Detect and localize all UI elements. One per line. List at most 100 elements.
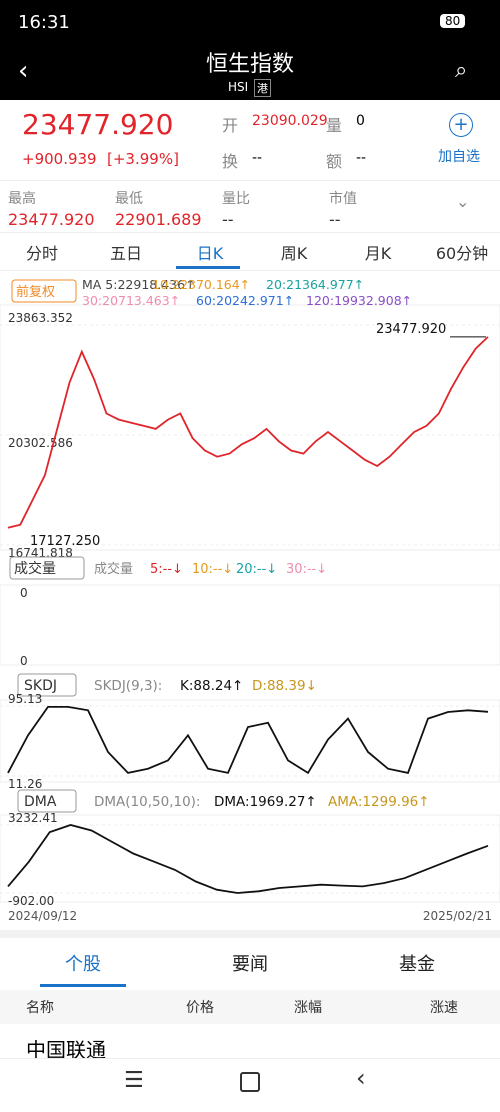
y-tick-label: 20302.586 <box>8 436 73 450</box>
th[interactable]: 涨幅 <box>294 1000 322 1016</box>
expand[interactable]: ⌄ <box>456 192 470 211</box>
pct: [+3.99%] <box>107 150 179 168</box>
title: 恒生指数 <box>205 52 294 77</box>
stat-label: 市值 <box>329 191 357 207</box>
nav-bar <box>0 1058 500 1112</box>
selector <box>17 789 77 813</box>
label: 额 <box>326 152 343 171</box>
indicator-item: DMA:1969.27↑ <box>214 794 317 810</box>
tab-indicator <box>176 266 240 269</box>
top-bar <box>0 0 500 100</box>
stat-label: 最低 <box>115 191 143 207</box>
label: 换 <box>222 152 239 171</box>
tab[interactable]: 日K <box>196 244 224 263</box>
panel-frame <box>0 304 500 551</box>
tab[interactable]: 分时 <box>25 244 58 263</box>
stat-label: 最高 <box>8 191 36 207</box>
indicator-item: D:88.39↓ <box>252 678 317 694</box>
ma-item: 20:21364.977↑ <box>266 277 364 292</box>
vol-item: 30:--↓ <box>286 562 327 577</box>
open: 23090.029 <box>252 113 328 129</box>
panel-frame <box>0 814 500 903</box>
indicator-item: SKDJ(9,3): <box>94 678 162 694</box>
y-tick-label: 0 <box>20 654 28 668</box>
divider <box>0 232 500 233</box>
time: 16:31 <box>18 12 70 33</box>
panel-frame <box>0 699 500 783</box>
stat-value: -- <box>222 210 234 229</box>
divider <box>0 270 500 271</box>
note: 17127.250 <box>30 534 100 549</box>
ma-item: MA 5:22918.436↑ <box>82 277 196 292</box>
nav-home[interactable] <box>240 1072 260 1092</box>
watch[interactable]: 加自选 <box>438 149 480 165</box>
date: 2024/09/12 <box>8 909 77 923</box>
selector <box>17 673 77 697</box>
tab[interactable]: 周K <box>280 244 308 263</box>
stat-label: 量比 <box>222 191 250 207</box>
indicator-item: AMA:1299.96↑ <box>328 794 430 810</box>
search[interactable]: ⌕ <box>455 58 468 83</box>
vol-item: 10:--↓ <box>192 562 233 577</box>
ma-item: 60:20242.971↑ <box>196 293 294 308</box>
tab[interactable]: 五日 <box>109 244 142 263</box>
vol-item: 20:--↓ <box>236 562 277 577</box>
th[interactable]: 价格 <box>186 1000 214 1016</box>
battery: 80 <box>440 14 466 28</box>
series-line <box>7 706 489 775</box>
y-tick-label: 95.13 <box>8 692 42 706</box>
nav-menu[interactable]: ☰ <box>124 1068 144 1093</box>
bottom-tab[interactable]: 个股 <box>65 954 101 975</box>
selector <box>9 556 85 580</box>
indicator-item: DMA(10,50,10): <box>94 794 200 810</box>
th[interactable]: 涨速 <box>430 1000 458 1016</box>
nav-back[interactable]: ‹ <box>356 1064 366 1092</box>
series-line <box>7 336 489 529</box>
series-line <box>7 824 489 894</box>
code: HSI <box>228 80 249 94</box>
y-tick-label: 3232.41 <box>8 811 58 825</box>
change: +900.939 <box>22 150 97 168</box>
price: 23477.920 <box>22 108 174 141</box>
note: 23477.920 <box>376 322 446 337</box>
stat-value: 22901.689 <box>115 210 202 229</box>
bottom-tab[interactable]: 要闻 <box>232 954 268 975</box>
ma-item: 30:20713.463↑ <box>82 293 180 308</box>
tab[interactable]: 60分钟 <box>435 244 489 263</box>
panel-frame <box>0 584 500 666</box>
table-header <box>0 990 500 1024</box>
y-tick-label: 11.26 <box>8 777 42 791</box>
selector <box>11 279 77 303</box>
divider <box>0 180 500 181</box>
amt: -- <box>356 150 367 166</box>
y-tick-label: -902.00 <box>8 894 54 908</box>
selector-text: SKDJ <box>24 678 57 694</box>
vol-item: 5:--↓ <box>150 562 183 577</box>
vol-item: 成交量 <box>94 561 133 577</box>
back[interactable]: ‹ <box>18 56 29 86</box>
stat-value: 23477.920 <box>8 210 95 229</box>
label: 开 <box>222 116 239 135</box>
date: 2025/02/21 <box>423 909 492 923</box>
y-tick-label: 0 <box>20 586 28 600</box>
ma-item: 10:22370.164↑ <box>152 277 250 292</box>
vol: 0 <box>356 113 365 129</box>
label: 量 <box>326 116 343 135</box>
stat-value: -- <box>329 210 341 229</box>
charts: 前复权 MA 5:22918.436↑10:22370.164↑ 20:21364.… <box>0 277 500 923</box>
selector-text: 成交量 <box>14 560 56 577</box>
divider <box>0 930 500 938</box>
indicator-item: K:88.24↑ <box>180 678 243 694</box>
selector-text: DMA <box>24 794 57 810</box>
th[interactable]: 名称 <box>26 1000 54 1016</box>
market: 港 <box>254 79 271 97</box>
y-tick-label: 23863.352 <box>8 311 73 325</box>
tab-indicator <box>40 984 126 987</box>
ma-item: 120:19932.908↑ <box>306 293 412 308</box>
turn: -- <box>252 150 263 166</box>
add-icon[interactable]: + <box>449 113 473 137</box>
selector-text: 前复权 <box>16 284 55 300</box>
bottom-tab[interactable]: 基金 <box>399 954 435 975</box>
tab[interactable]: 月K <box>364 244 392 263</box>
